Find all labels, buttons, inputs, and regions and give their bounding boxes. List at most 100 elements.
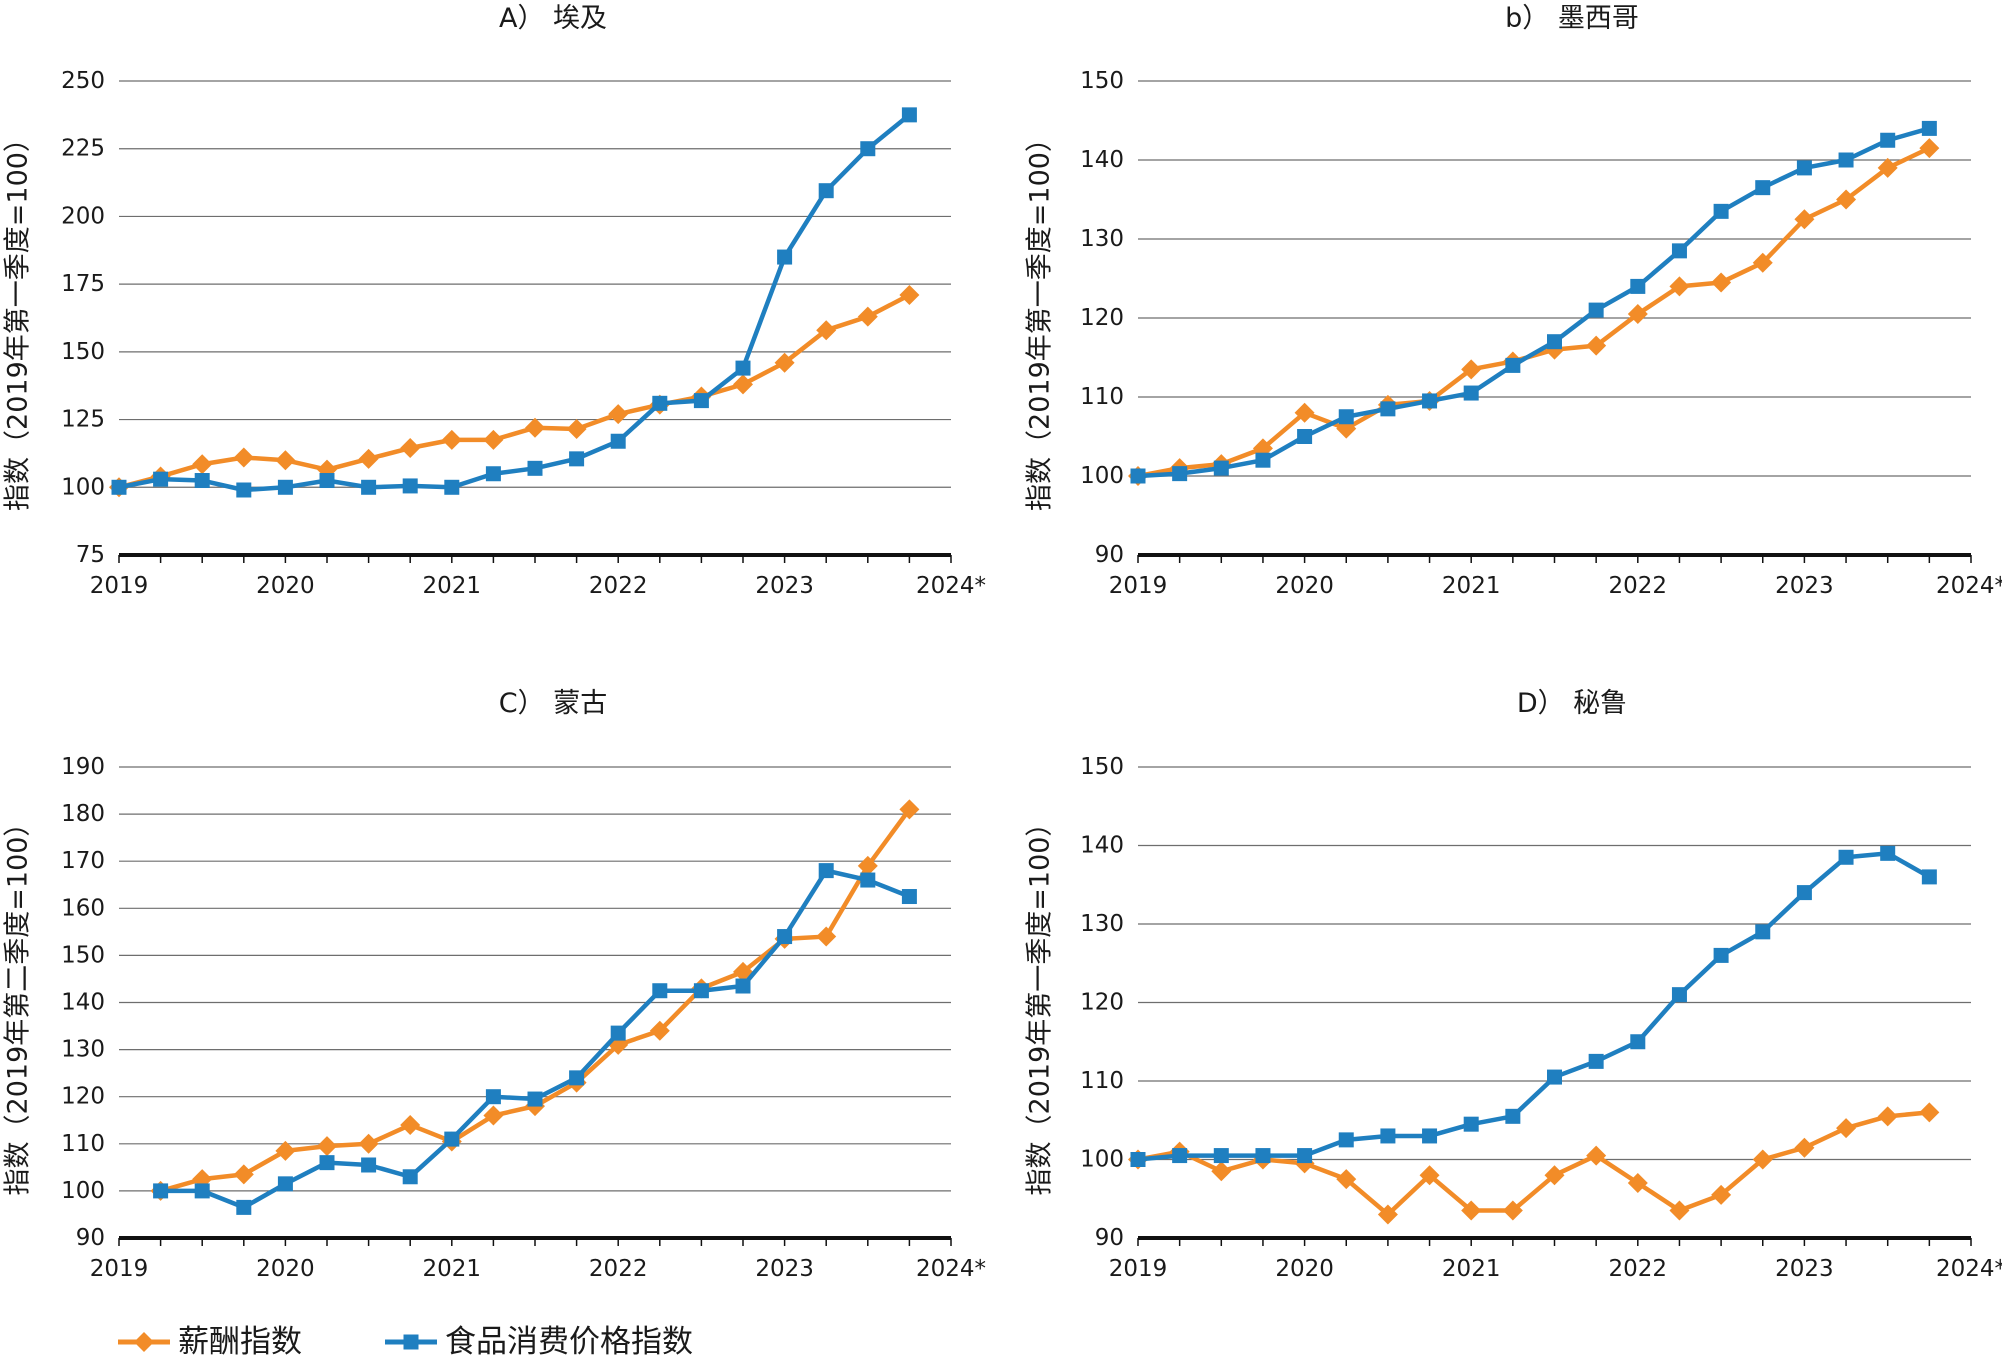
food-cpi-point (1505, 357, 1521, 373)
food-cpi-point (1796, 885, 1812, 901)
food-cpi-point (236, 482, 252, 498)
legend-label: 食品消费价格指数 (445, 1324, 693, 1358)
wage-index-point (1461, 359, 1482, 380)
y-axis-title: 指数（2019年第一季度=100） (1025, 125, 1056, 511)
food-cpi-point (1713, 947, 1729, 963)
wage-index-point (358, 448, 379, 469)
x-tick-label: 2024* (916, 573, 986, 599)
food-cpi-point (1588, 302, 1604, 318)
food-cpi-point (860, 872, 876, 888)
food-cpi-point (735, 978, 751, 994)
food-cpi-point (1463, 385, 1479, 401)
food-cpi-point (1380, 401, 1396, 417)
food-cpi-point (527, 1091, 543, 1107)
x-tick-label: 2019 (1109, 1256, 1168, 1282)
wage-index-point (1669, 276, 1690, 297)
food-cpi-point (860, 141, 876, 157)
food-cpi-point (1838, 849, 1854, 865)
chart-title: C） 蒙古 (499, 688, 607, 719)
wage-index-point (400, 1114, 421, 1135)
food-cpi-point (1547, 334, 1562, 350)
y-tick-label: 140 (1080, 833, 1124, 859)
wage-index-point (525, 417, 545, 438)
legend-marker (134, 1332, 154, 1352)
food-cpi-point (1796, 160, 1812, 176)
wage-index-point (857, 855, 878, 876)
legend-item-food-cpi: 食品消费价格指数 (385, 1324, 693, 1358)
food-cpi-point (610, 433, 626, 449)
wage-index-point (1836, 189, 1857, 210)
x-tick-label: 2020 (1275, 1256, 1334, 1282)
x-tick-label: 2019 (90, 573, 149, 599)
y-tick-label: 160 (61, 895, 105, 921)
food-cpi-point (693, 983, 709, 999)
food-cpi-point (1130, 468, 1146, 484)
food-cpi-point (1213, 1148, 1229, 1164)
series-line-wage-index (1135, 1110, 1932, 1217)
y-axis-title: 指数（2019年第二季度=100） (3, 810, 34, 1196)
food-cpi-point (1380, 1128, 1396, 1144)
y-tick-label: 170 (61, 848, 105, 874)
wage-index-point (441, 429, 462, 450)
x-tick-label: 2023 (1775, 1256, 1834, 1282)
y-tick-label: 175 (61, 271, 105, 297)
food-cpi-point (527, 460, 543, 476)
food-cpi-point (1213, 460, 1229, 476)
food-cpi-point (1255, 452, 1271, 468)
food-cpi-point (1422, 393, 1438, 409)
food-cpi-point (1172, 1148, 1188, 1164)
x-tick-label: 2022 (1609, 573, 1668, 599)
y-tick-label: 75 (76, 542, 105, 568)
y-tick-label: 90 (76, 1225, 105, 1251)
y-tick-label: 200 (61, 203, 105, 229)
wage-index-point (1752, 252, 1773, 273)
y-tick-label: 130 (1080, 226, 1124, 252)
wage-index-point (899, 799, 920, 820)
food-cpi-point (1671, 987, 1687, 1003)
chart-title: A） 埃及 (499, 3, 607, 34)
x-tick-label: 2021 (423, 573, 482, 599)
y-tick-label: 90 (1095, 1225, 1124, 1251)
food-cpi-point (1880, 132, 1896, 148)
food-cpi-point (1297, 429, 1313, 444)
wage-index-point (483, 1105, 504, 1126)
x-tick-label: 2024* (916, 1256, 986, 1282)
x-tick-label: 2020 (256, 573, 315, 599)
food-cpi-point (1921, 120, 1937, 136)
food-cpi-point (1255, 1148, 1271, 1164)
food-cpi-point (111, 479, 127, 495)
wage-index-point (1294, 402, 1315, 423)
food-cpi-point (1755, 180, 1771, 196)
y-tick-label: 150 (61, 339, 105, 365)
food-cpi-point (1588, 1053, 1604, 1069)
wage-index-point (1877, 157, 1898, 178)
food-cpi-point (1921, 869, 1937, 885)
wage-index-point (317, 1136, 337, 1157)
x-tick-label: 2022 (589, 573, 648, 599)
x-tick-label: 2023 (755, 573, 814, 599)
wage-index-point (1836, 1118, 1857, 1139)
y-axis-title: 指数（2019年第一季度=100） (1025, 810, 1056, 1196)
wage-index-point (1377, 1204, 1398, 1225)
x-tick-label: 2019 (90, 1256, 149, 1282)
food-cpi-point (818, 183, 834, 199)
legend-marker (403, 1334, 419, 1350)
y-tick-label: 150 (61, 942, 105, 968)
food-cpi-point (901, 889, 917, 905)
x-tick-label: 2024* (1936, 573, 2002, 599)
wage-index-point (1627, 1173, 1648, 1194)
food-cpi-point (402, 1169, 418, 1185)
food-cpi-point (610, 1025, 626, 1041)
food-cpi-point (777, 929, 793, 945)
y-tick-label: 140 (61, 990, 105, 1016)
wage-index-point (483, 429, 504, 450)
legend: 薪酬指数 食品消费价格指数 (118, 1324, 693, 1358)
food-cpi-point (569, 1070, 585, 1086)
food-cpi-point (1338, 409, 1354, 425)
wage-index-point (566, 419, 587, 440)
wage-index-point (1336, 1169, 1357, 1190)
y-tick-label: 120 (1080, 990, 1124, 1016)
y-tick-label: 150 (1080, 68, 1124, 94)
